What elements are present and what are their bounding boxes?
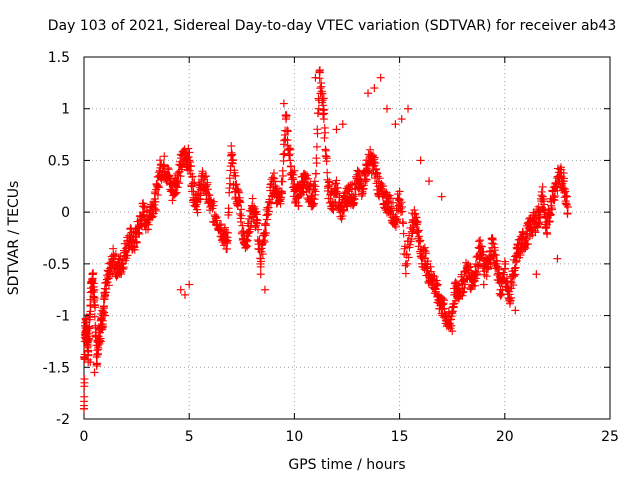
x-tick-label: 10 [285, 429, 303, 445]
data-point [260, 285, 269, 294]
data-point [90, 368, 99, 377]
data-point [425, 177, 434, 186]
data-point [180, 290, 189, 299]
data-point [437, 192, 446, 201]
data-point [479, 280, 488, 289]
y-tick-label: 0.5 [48, 153, 70, 169]
data-point [382, 104, 391, 113]
y-tick-label: 1 [61, 102, 70, 118]
data-point [511, 306, 520, 315]
axis-ticks: 0 5 10 15 20 25 -2 -1.5 -1 -0.5 0 0.5 1 1.5 [43, 50, 619, 445]
data-point [185, 280, 194, 289]
plot-border [83, 56, 611, 420]
data-point [404, 104, 413, 113]
data-point [256, 270, 265, 279]
y-tick-label: 1.5 [48, 50, 70, 66]
data-point [376, 73, 385, 82]
chart-title: Day 103 of 2021, Sidereal Day-to-day VTE… [47, 18, 617, 34]
x-tick-label: 5 [185, 429, 194, 445]
data-point [370, 84, 379, 93]
x-tick-label: 25 [601, 429, 619, 445]
data-point [391, 120, 400, 129]
y-axis-label: SDTVAR / TECUs [6, 180, 22, 296]
y-tick-label: 0 [61, 205, 70, 221]
data-point [416, 156, 425, 165]
data-point [532, 270, 541, 279]
grid-lines [84, 57, 610, 419]
data-point [332, 125, 341, 134]
x-tick-label: 20 [496, 429, 514, 445]
y-tick-label: -0.5 [43, 257, 70, 273]
y-tick-label: -1 [56, 309, 70, 325]
y-tick-label: -2 [56, 412, 70, 428]
data-point [279, 99, 288, 108]
data-point [364, 89, 373, 98]
data-point [553, 254, 562, 263]
data-point [338, 120, 347, 129]
x-axis-label: GPS time / hours [288, 457, 406, 473]
data-point [176, 285, 185, 294]
x-tick-label: 15 [391, 429, 409, 445]
data-series-sdtvar [80, 66, 572, 413]
axes [83, 56, 611, 420]
x-tick-label: 0 [80, 429, 89, 445]
data-point [397, 115, 406, 124]
y-tick-label: -1.5 [43, 360, 70, 376]
data-point-trace [80, 66, 572, 413]
data-point [311, 73, 320, 82]
